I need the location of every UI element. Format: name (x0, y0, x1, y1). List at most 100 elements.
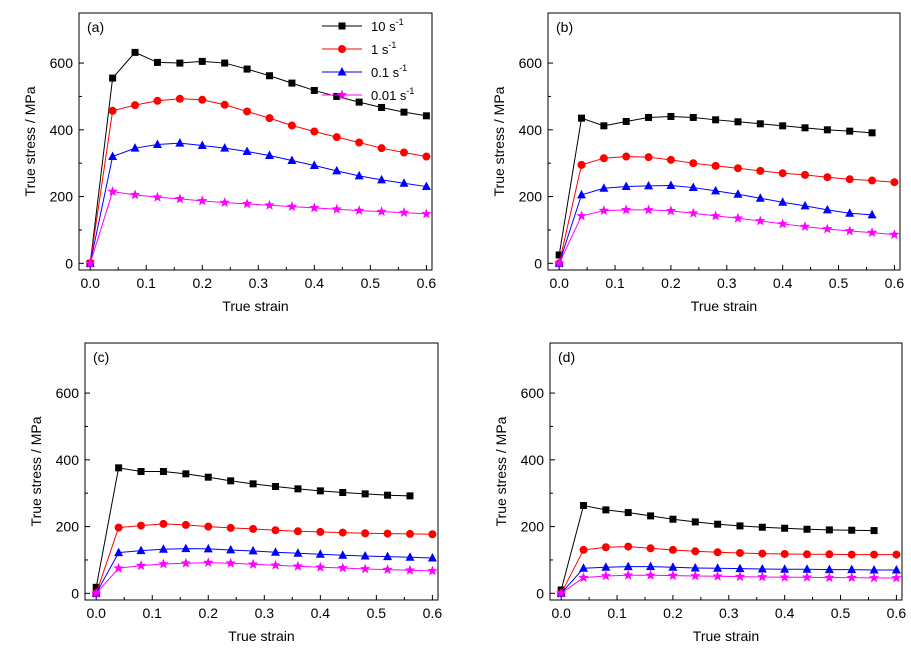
data-point (288, 79, 296, 87)
data-point (293, 527, 302, 536)
data-point (711, 161, 720, 170)
data-point (428, 530, 437, 539)
data-point (130, 143, 140, 152)
data-point (710, 210, 721, 221)
data-point (756, 120, 764, 128)
x-tick-label: 0.4 (773, 275, 793, 291)
data-point (734, 118, 742, 126)
plot-frame (547, 12, 901, 271)
series-line (558, 185, 873, 264)
y-tick-label: 0 (536, 585, 544, 601)
data-point (667, 570, 679, 581)
x-axis-title: True strain (691, 298, 757, 314)
data-point (427, 552, 437, 562)
data-point (757, 563, 767, 573)
data-point (714, 520, 722, 528)
data-point (689, 159, 698, 168)
x-axis-title: True strain (222, 298, 288, 314)
data-point (176, 59, 184, 67)
data-point (226, 523, 235, 532)
data-point (113, 562, 124, 573)
data-point (669, 515, 677, 523)
y-axis-title: True stress / MPa (491, 86, 507, 196)
series-line (560, 566, 897, 594)
data-point (422, 152, 431, 161)
legend-label: 0.01 s-1 (371, 86, 414, 103)
x-tick-label: 0.3 (249, 275, 269, 291)
data-point (137, 521, 146, 530)
x-tick-label: 0.6 (423, 605, 443, 621)
data-point (219, 197, 230, 208)
data-point (286, 201, 298, 212)
data-point (601, 543, 610, 552)
x-tick-label: 0.6 (887, 605, 907, 621)
data-point (376, 206, 387, 217)
data-point (137, 468, 145, 475)
y-tick-label: 0 (71, 585, 79, 601)
data-point (152, 191, 163, 202)
data-point (248, 545, 258, 555)
data-point (688, 182, 698, 192)
data-point (801, 571, 813, 582)
data-point (108, 151, 118, 161)
x-tick-label: 0.2 (193, 275, 213, 291)
series-line (95, 523, 433, 594)
y-tick-label: 400 (50, 122, 74, 138)
data-point (180, 557, 192, 568)
data-point (152, 139, 162, 149)
data-point (690, 570, 701, 581)
y-tick-label: 200 (521, 519, 545, 535)
x-tick-label: 0.4 (311, 605, 331, 621)
data-point (272, 483, 280, 491)
data-point (802, 564, 812, 573)
data-point (361, 490, 369, 498)
y-tick-label: 600 (56, 385, 80, 401)
data-point (777, 218, 788, 229)
data-point (600, 122, 608, 130)
panel-label: (b) (556, 19, 573, 35)
x-tick-label: 0.0 (549, 275, 569, 291)
data-point (181, 520, 190, 529)
x-tick-label: 0.4 (775, 605, 795, 621)
data-point (691, 518, 699, 526)
data-point (197, 195, 208, 206)
data-point (622, 117, 630, 125)
x-tick-label: 0.2 (199, 605, 219, 621)
data-point (578, 572, 589, 583)
data-point (755, 215, 766, 226)
x-tick-label: 0.3 (717, 275, 737, 291)
x-tick-label: 0.0 (80, 275, 100, 291)
data-point (421, 208, 432, 219)
data-point (315, 549, 325, 558)
data-point (241, 198, 253, 209)
data-point (220, 100, 229, 109)
data-point (421, 181, 431, 191)
y-axis-title: True stress / MPa (493, 416, 509, 526)
data-point (175, 94, 184, 103)
data-point (243, 65, 251, 73)
data-point (271, 547, 281, 556)
data-point (801, 170, 810, 179)
data-point (227, 477, 235, 485)
data-point (624, 542, 633, 551)
data-point (378, 103, 386, 111)
y-axis-title: True stress / MPa (28, 416, 44, 526)
data-point (265, 114, 274, 123)
data-point (249, 480, 257, 488)
data-point (713, 548, 722, 557)
data-point (824, 572, 835, 583)
data-point (406, 492, 414, 500)
data-point (287, 121, 296, 130)
data-point (293, 548, 303, 557)
data-point (287, 155, 297, 165)
data-point (384, 491, 392, 499)
data-point (382, 564, 393, 575)
data-point (620, 204, 632, 215)
data-point (735, 548, 744, 557)
data-point (846, 127, 854, 135)
panel-label: (c) (93, 349, 109, 365)
series-line (89, 142, 427, 264)
data-point (316, 487, 324, 495)
data-point (203, 543, 213, 553)
data-point (174, 193, 186, 204)
